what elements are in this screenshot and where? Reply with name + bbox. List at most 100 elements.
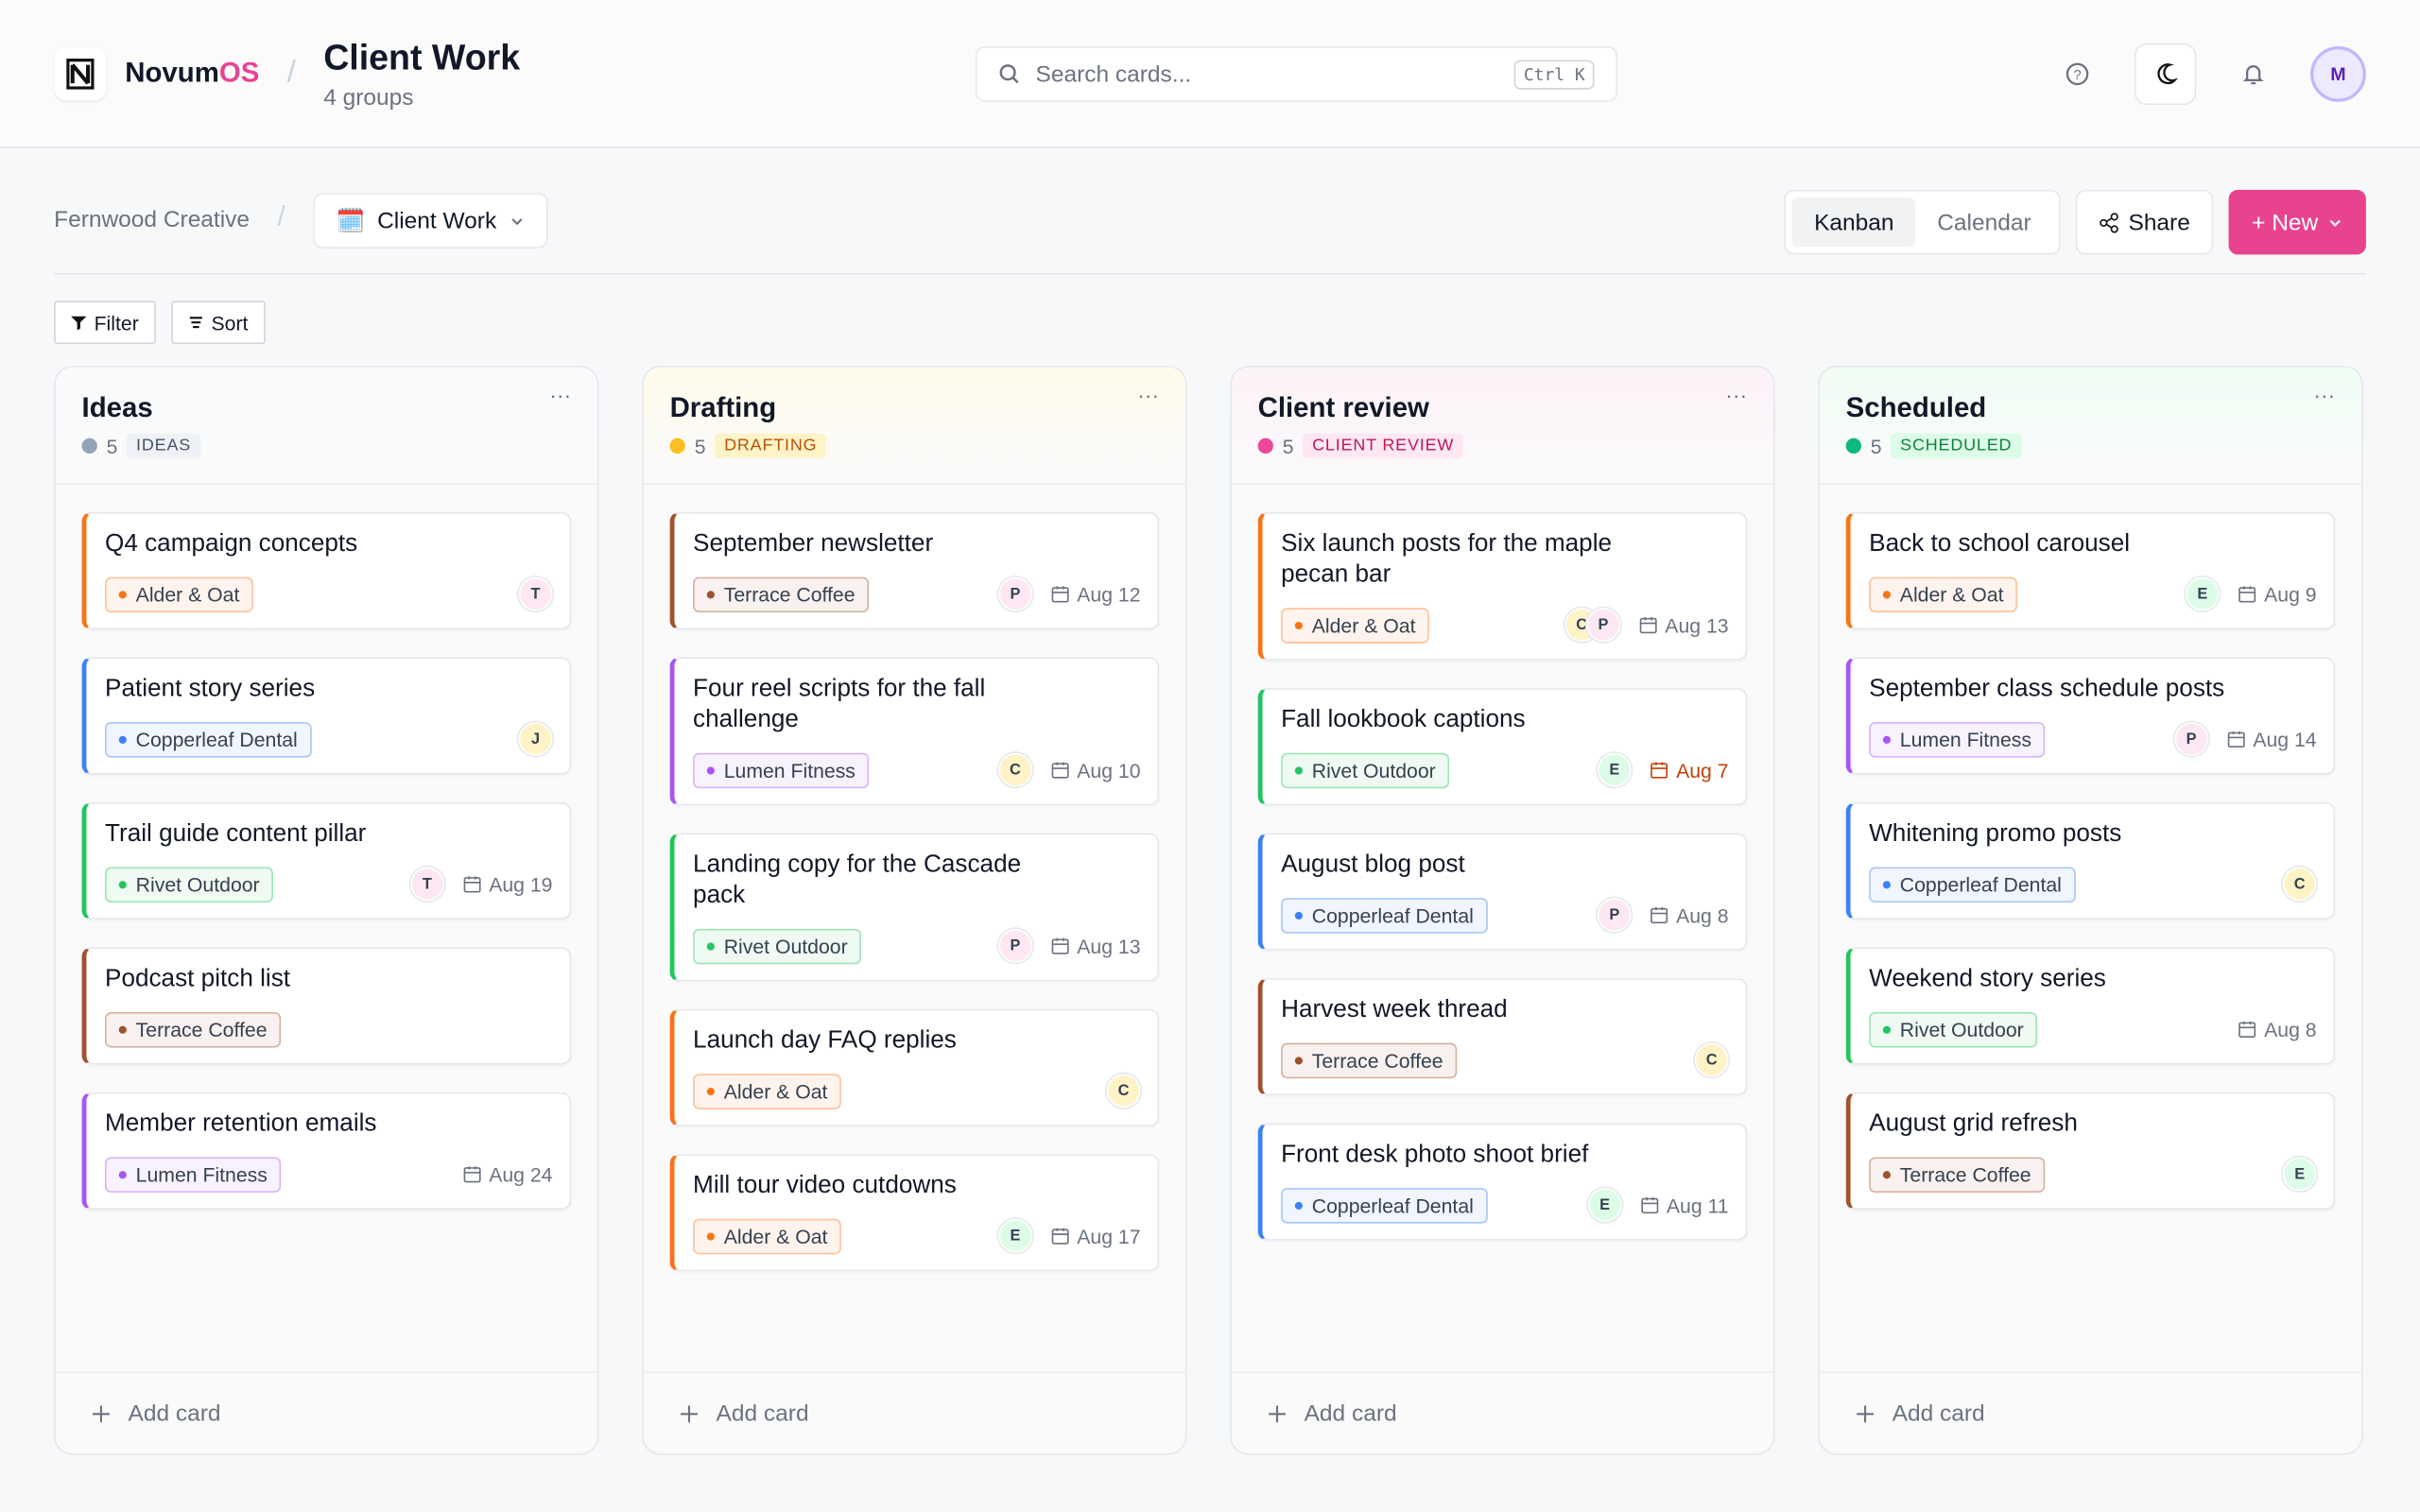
card-count: 5 — [106, 434, 118, 458]
column-menu[interactable]: ··· — [2313, 382, 2336, 408]
card-count: 5 — [1870, 434, 1882, 458]
board-selector[interactable]: 🗓️ Client Work — [313, 193, 548, 249]
card[interactable]: Six launch posts for the maple pecan bar… — [1257, 512, 1748, 661]
card-count: 5 — [1282, 434, 1294, 458]
card-count: 5 — [694, 434, 706, 458]
client-name: Copperleaf Dental — [1311, 902, 1474, 927]
column-menu[interactable]: ··· — [1137, 382, 1160, 408]
card[interactable]: Landing copy for the Cascade pack Rivet O… — [669, 833, 1160, 982]
column: Scheduled ··· 5 SCHEDULED Back to school car… — [1818, 365, 2363, 1455]
theme-button[interactable] — [2134, 43, 2197, 106]
card[interactable]: Launch day FAQ replies Alder & Oat C — [669, 1008, 1160, 1126]
card-list: Back to school carousel Alder & Oat E Aug 9… — [1820, 485, 2361, 1372]
view-tab[interactable]: Kanban — [1792, 197, 1916, 248]
client-dot — [118, 590, 127, 598]
card[interactable]: September class schedule posts Lumen Fitn… — [1845, 657, 2336, 775]
assignee-avatar: P — [997, 928, 1032, 963]
card-title: Podcast pitch list — [105, 966, 291, 992]
card-footer: Lumen Fitness C Aug 10 — [693, 751, 1141, 788]
column-menu[interactable]: ··· — [1725, 382, 1748, 408]
client-chip: Copperleaf Dental — [105, 721, 312, 757]
column: Drafting ··· 5 DRAFTING September newsletter… — [642, 365, 1187, 1455]
card[interactable]: Fall lookbook captions Rivet Outdoor E Aug … — [1257, 688, 1748, 806]
new-label: + New — [2252, 209, 2319, 235]
share-button[interactable]: Share — [2075, 189, 2214, 255]
client-dot — [118, 1170, 127, 1178]
assignees: E — [2185, 576, 2220, 611]
card[interactable]: August grid refresh Terrace Coffee E — [1845, 1091, 2336, 1210]
assignees: E — [1587, 1188, 1622, 1223]
card-list: Q4 campaign concepts Alder & Oat T Patient … — [56, 485, 597, 1372]
client-dot — [118, 1024, 127, 1034]
card[interactable]: Patient story series Copperleaf Dental J — [81, 657, 572, 775]
client-chip: Alder & Oat — [105, 576, 254, 612]
search-box[interactable]: Search cards... Ctrl K — [975, 45, 1618, 102]
logo[interactable] — [54, 46, 107, 100]
card[interactable]: August blog post Copperleaf Dental P Aug 8 — [1257, 833, 1748, 951]
client-dot — [706, 590, 715, 598]
view-switcher: Kanban Calendar — [1785, 189, 2061, 255]
kanban-board: Ideas ··· 5 IDEAS Q4 campaign concepts Alder … — [54, 365, 2363, 1455]
due-date-text: Aug 7 — [1676, 758, 1729, 782]
assignee-avatar: P — [1597, 898, 1632, 933]
due-date: Aug 19 — [462, 872, 552, 896]
board-icon: 🗓️ — [336, 208, 366, 235]
client-name: Alder & Oat — [135, 582, 240, 606]
card[interactable]: Trail guide content pillar Rivet Outdoor T… — [81, 801, 572, 920]
card[interactable]: Whitening promo posts Copperleaf Dental C — [1845, 801, 2336, 920]
card[interactable]: September newsletter Terrace Coffee P Aug 1… — [669, 512, 1160, 630]
new-button[interactable]: + New — [2228, 189, 2366, 255]
client-name: Terrace Coffee — [723, 582, 856, 606]
due-date: Aug 9 — [2238, 582, 2317, 606]
card-title: Front desk photo shoot brief — [1281, 1142, 1589, 1168]
notifications-button[interactable] — [2224, 44, 2283, 103]
card[interactable]: Q4 campaign concepts Alder & Oat T — [81, 512, 572, 630]
card[interactable]: Harvest week thread Terrace Coffee C — [1257, 978, 1748, 1096]
card[interactable]: Four reel scripts for the fall challenge… — [669, 657, 1160, 806]
sort-button[interactable]: Sort — [171, 301, 266, 345]
card-footer: Rivet Outdoor P Aug 13 — [693, 927, 1141, 964]
card[interactable]: Back to school carousel Alder & Oat E Aug 9 — [1845, 512, 2336, 630]
client-dot — [1294, 621, 1303, 629]
assignees: P — [1597, 898, 1632, 933]
board-bar: Fernwood Creative / 🗓️ Client Work Kanban… — [54, 189, 2366, 275]
status-dot — [1257, 438, 1273, 454]
brand-accent: OS — [218, 57, 260, 89]
client-dot — [1882, 734, 1891, 744]
add-card[interactable]: Add card — [643, 1371, 1185, 1453]
card[interactable]: Front desk photo shoot brief Copperleaf D… — [1257, 1123, 1748, 1241]
due-date-text: Aug 24 — [489, 1162, 553, 1186]
due-date: Aug 10 — [1051, 758, 1141, 782]
card[interactable]: Weekend story series Rivet Outdoor Aug 8 — [1845, 947, 2336, 1065]
client-dot — [706, 1087, 715, 1095]
column-header: Client review ··· 5 CLIENT REVIEW — [1231, 367, 1773, 485]
client-chip: Lumen Fitness — [105, 1156, 282, 1193]
client-dot — [1882, 880, 1891, 888]
card[interactable]: Mill tour video cutdowns Alder & Oat E Aug … — [669, 1154, 1160, 1272]
client-name: Rivet Outdoor — [1899, 1017, 2024, 1041]
column-menu[interactable]: ··· — [549, 382, 572, 408]
add-card[interactable]: Add card — [1819, 1371, 2361, 1453]
add-card-label: Add card — [128, 1400, 221, 1427]
card[interactable]: Podcast pitch list Terrace Coffee — [81, 947, 572, 1065]
assignee-avatar: T — [518, 576, 553, 611]
add-card[interactable]: Add card — [1231, 1371, 1773, 1453]
card-footer: Terrace Coffee E — [1869, 1156, 2317, 1193]
card-title: Patient story series — [105, 676, 316, 702]
client-name: Rivet Outdoor — [723, 934, 848, 958]
client-chip: Copperleaf Dental — [1281, 897, 1488, 933]
client-chip: Copperleaf Dental — [1869, 866, 2076, 902]
view-tab[interactable]: Calendar — [1937, 209, 2031, 235]
column-meta: 5 CLIENT REVIEW — [1257, 433, 1748, 458]
filter-button[interactable]: Filter — [54, 301, 156, 345]
card[interactable]: Member retention emails Lumen Fitness Aug … — [81, 1091, 572, 1210]
assignees: C — [2282, 867, 2317, 902]
client-name: Lumen Fitness — [135, 1162, 268, 1186]
workspace-crumb[interactable]: Fernwood Creative — [54, 206, 251, 233]
add-card[interactable]: Add card — [55, 1371, 597, 1453]
card-title: Harvest week thread — [1281, 996, 1508, 1023]
user-avatar[interactable]: M — [2310, 45, 2366, 102]
due-date: Aug 12 — [1051, 582, 1141, 606]
card-footer: Copperleaf Dental E Aug 11 — [1281, 1187, 1729, 1224]
help-button[interactable]: ? — [2048, 44, 2107, 103]
